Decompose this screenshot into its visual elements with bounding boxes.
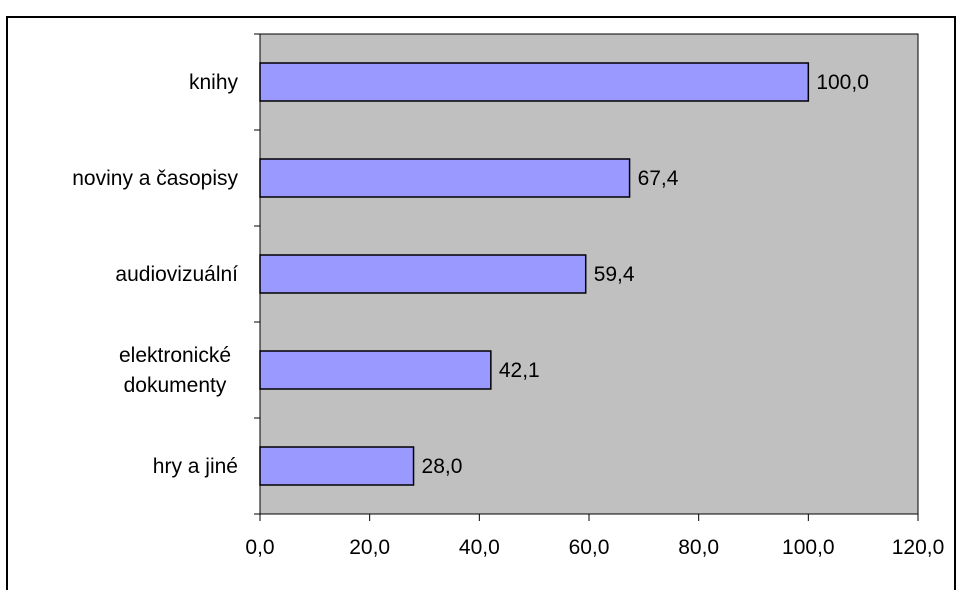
value-label: 100,0 (816, 71, 869, 94)
category-label-line: knihy (189, 71, 239, 94)
bar (259, 350, 492, 390)
bar (259, 446, 415, 486)
x-tick-label: 80,0 (678, 536, 719, 559)
x-tick-label: 60,0 (569, 536, 610, 559)
value-label: 42,1 (499, 359, 540, 382)
category-label: elektronické dokumenty (119, 344, 231, 397)
category-label: hry a jiné (153, 455, 238, 478)
bar (259, 62, 810, 102)
value-label: 59,4 (594, 263, 635, 286)
category-label: noviny a časopisy (72, 167, 238, 190)
value-label: 67,4 (638, 167, 679, 190)
category-label: knihy (189, 71, 239, 94)
category-label-line: audiovizuální (115, 263, 238, 286)
value-label: 28,0 (422, 455, 463, 478)
x-tick-label: 40,0 (459, 536, 500, 559)
category-label-line: dokumenty (124, 374, 227, 397)
category-label: audiovizuální (115, 263, 238, 286)
category-label-line: elektronické (119, 344, 231, 367)
category-label-line: hry a jiné (153, 455, 238, 478)
bar (259, 254, 587, 294)
x-tick-label: 20,0 (349, 536, 390, 559)
bar (259, 158, 631, 198)
x-tick-label: 0,0 (245, 536, 274, 559)
category-label-line: noviny a časopisy (72, 167, 238, 190)
x-tick-label: 100,0 (782, 536, 835, 559)
x-tick-label: 120,0 (892, 536, 945, 559)
